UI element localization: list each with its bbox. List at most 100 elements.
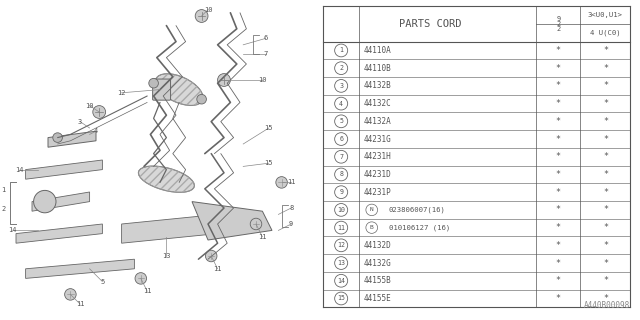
Text: 8: 8 [289,205,293,211]
Text: 44155B: 44155B [364,276,392,285]
Circle shape [205,250,217,262]
Text: 44132G: 44132G [364,259,392,268]
Circle shape [195,10,208,22]
Text: *: * [603,259,608,268]
Text: *: * [556,259,561,268]
Text: 44110A: 44110A [364,46,392,55]
Text: 11: 11 [337,225,345,231]
Text: 15: 15 [337,295,345,301]
Text: 44231G: 44231G [364,134,392,144]
Text: 44231H: 44231H [364,152,392,161]
Text: 023806007(16): 023806007(16) [389,207,446,213]
Text: 44231D: 44231D [364,170,392,179]
Text: 10: 10 [337,207,345,213]
Text: *: * [556,294,561,303]
Text: 1: 1 [1,187,5,193]
Text: PARTS CORD: PARTS CORD [399,19,461,29]
Text: 3: 3 [339,83,343,89]
Text: *: * [603,241,608,250]
Text: *: * [603,99,608,108]
Circle shape [34,190,56,213]
Text: *: * [603,276,608,285]
Text: 9: 9 [339,189,343,195]
Text: 11: 11 [143,288,152,294]
Text: *: * [556,170,561,179]
Text: *: * [556,276,561,285]
Text: *: * [556,205,561,214]
Text: 11: 11 [76,301,84,307]
Text: 11: 11 [287,180,296,185]
Text: *: * [603,81,608,90]
Circle shape [52,133,63,142]
Text: 7: 7 [339,154,343,160]
Text: *: * [603,64,608,73]
Text: 13: 13 [162,253,171,259]
Polygon shape [32,192,90,211]
Text: 10: 10 [204,7,212,12]
Text: B: B [370,225,374,230]
Text: 15: 15 [264,160,273,166]
Text: *: * [556,64,561,73]
Polygon shape [48,131,96,147]
Text: N: N [370,207,374,212]
Text: 10: 10 [258,77,267,83]
Text: *: * [556,134,561,144]
Text: 44155E: 44155E [364,294,392,303]
Text: *: * [603,117,608,126]
Text: 12: 12 [117,90,126,96]
Text: 14: 14 [337,278,345,284]
Text: 5: 5 [100,279,104,284]
Text: *: * [603,152,608,161]
Text: 4: 4 [339,100,343,107]
Text: A440B00098: A440B00098 [584,301,630,310]
Circle shape [93,106,106,118]
Text: *: * [556,99,561,108]
Text: 8: 8 [339,172,343,178]
Text: *: * [603,134,608,144]
Polygon shape [26,160,102,179]
Text: 44132C: 44132C [364,99,392,108]
Text: *: * [556,46,561,55]
Circle shape [197,94,207,104]
Text: 010106127 (16): 010106127 (16) [389,224,451,231]
Polygon shape [16,224,102,243]
FancyBboxPatch shape [153,79,171,100]
Text: 12: 12 [337,242,345,248]
Ellipse shape [138,166,195,192]
Text: *: * [556,81,561,90]
Circle shape [135,273,147,284]
Circle shape [250,218,262,230]
Text: 13: 13 [337,260,345,266]
Text: 44132D: 44132D [364,241,392,250]
Text: *: * [603,294,608,303]
Text: 2: 2 [339,65,343,71]
Circle shape [276,177,287,188]
Text: *: * [603,170,608,179]
Text: 3: 3 [78,119,82,124]
Text: 15: 15 [264,125,273,131]
Text: 11: 11 [258,234,267,240]
Text: 6: 6 [339,136,343,142]
Text: *: * [556,188,561,197]
Ellipse shape [156,74,203,106]
Text: 44132A: 44132A [364,117,392,126]
Text: *: * [556,241,561,250]
Text: 44110B: 44110B [364,64,392,73]
Text: 44231P: 44231P [364,188,392,197]
Text: 4: 4 [94,128,98,134]
Text: 7: 7 [264,52,268,57]
Text: 1: 1 [339,47,343,53]
Text: 14: 14 [15,167,24,172]
Text: 9
2
2: 9 2 2 [556,16,561,32]
Text: *: * [603,188,608,197]
Polygon shape [26,259,134,278]
Text: *: * [603,46,608,55]
Text: 5: 5 [339,118,343,124]
Text: 44132B: 44132B [364,81,392,90]
Text: 14: 14 [8,228,17,233]
Circle shape [218,74,230,86]
Polygon shape [122,214,218,243]
Text: 10: 10 [85,103,94,108]
Text: *: * [603,223,608,232]
Polygon shape [192,202,272,240]
